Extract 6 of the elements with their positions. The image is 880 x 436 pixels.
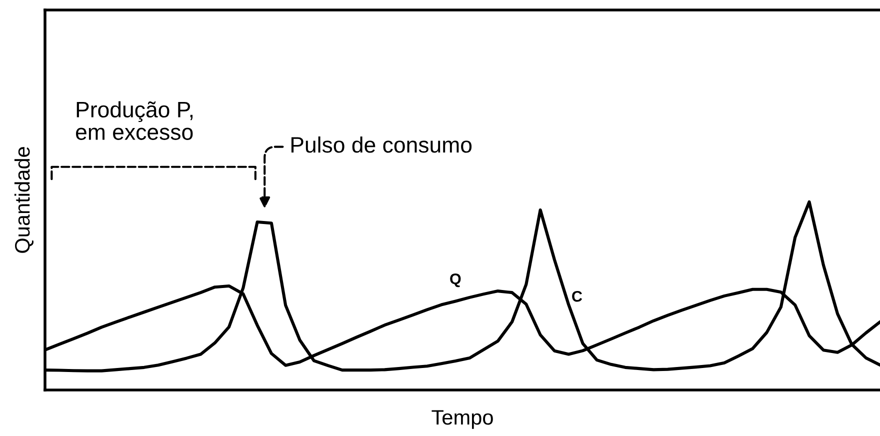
- text: Produção P, em excesso: [76, 101, 193, 140]
- y-axis-title: Quantidade: [14, 147, 34, 253]
- x-axis-title: Tempo: [432, 410, 493, 429]
- series-label: C: [572, 290, 582, 302]
- text: Pulso de consumo: [291, 136, 472, 153]
- series-label: Q: [450, 273, 461, 288]
